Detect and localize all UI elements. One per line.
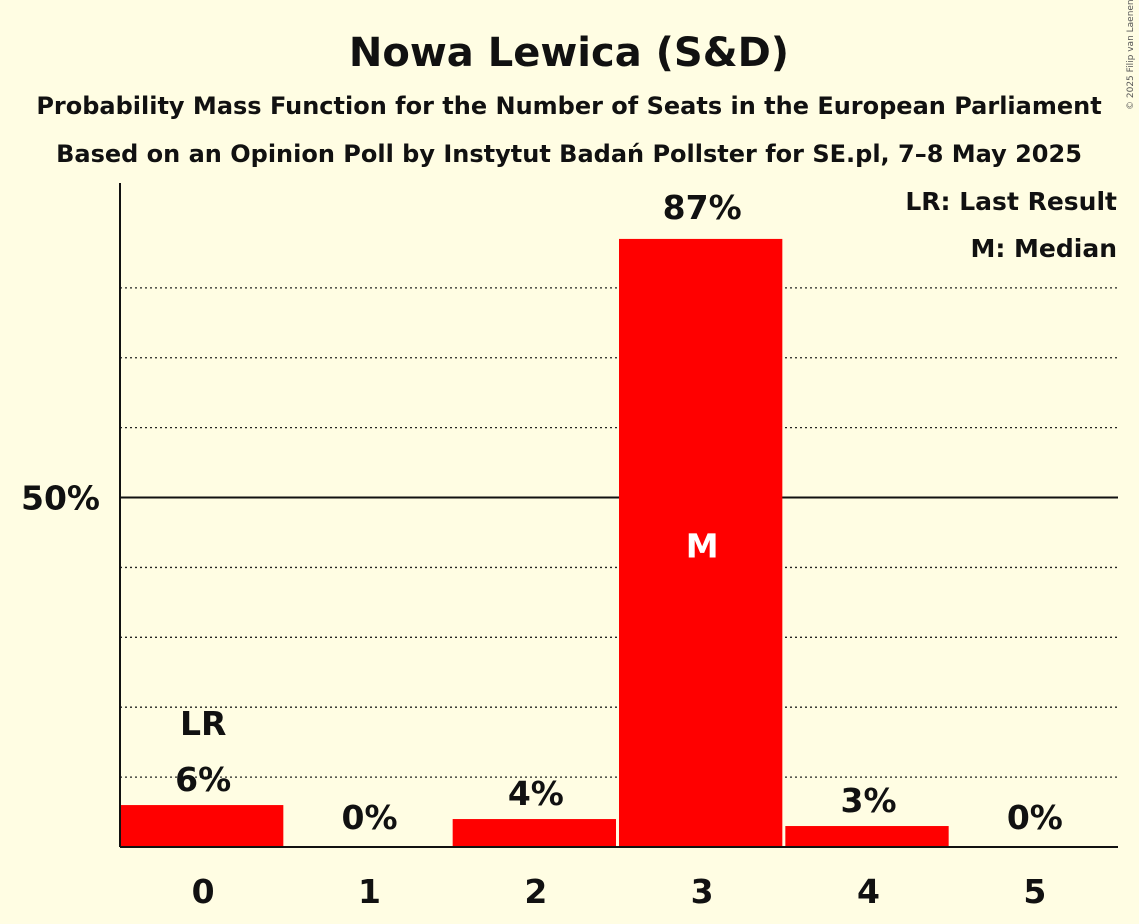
legend-last-result: LR: Last Result — [905, 187, 1117, 216]
x-tick-label-1: 1 — [358, 872, 381, 911]
axes: 50% 0 1 2 3 4 5 — [21, 183, 1118, 911]
bar-4 — [785, 826, 949, 847]
value-label-0: 6% — [175, 760, 231, 799]
x-tick-label-3: 3 — [691, 872, 714, 911]
value-label-4: 3% — [840, 781, 896, 820]
value-label-2: 4% — [508, 774, 564, 813]
median-marker: M — [686, 527, 719, 566]
bar-2 — [452, 819, 616, 847]
legend-median: M: Median — [970, 234, 1117, 263]
x-tick-label-4: 4 — [857, 872, 880, 911]
y-tick-label: 50% — [21, 479, 100, 518]
last-result-marker: LR — [180, 704, 226, 743]
bar-3 — [619, 238, 783, 848]
bars — [120, 238, 949, 848]
x-tick-label-0: 0 — [192, 872, 215, 911]
value-labels: 6% LR 0% 4% 87% M 3% 0% — [175, 188, 1063, 837]
bar-0 — [120, 805, 284, 847]
chart-subtitle-line-1: Probability Mass Function for the Number… — [36, 92, 1101, 120]
value-label-5: 0% — [1007, 798, 1063, 837]
x-tick-label-2: 2 — [524, 872, 547, 911]
x-tick-label-5: 5 — [1023, 872, 1046, 911]
chart-subtitle-line-2: Based on an Opinion Poll by Instytut Bad… — [56, 140, 1082, 168]
copyright-notice: © 2025 Filip van Laenen — [1126, 0, 1136, 110]
value-label-3: 87% — [663, 188, 742, 227]
chart-title: Nowa Lewica (S&D) — [349, 30, 789, 76]
value-label-1: 0% — [341, 798, 397, 837]
